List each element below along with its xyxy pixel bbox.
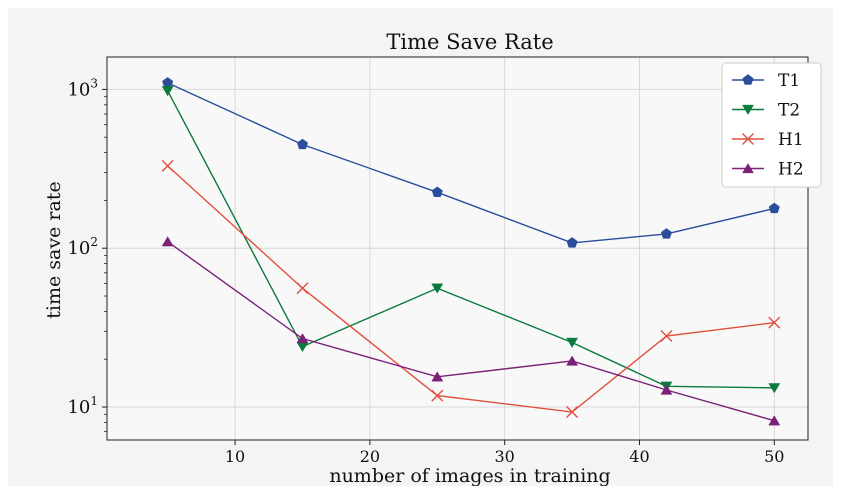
data-point-h1 — [431, 389, 444, 402]
data-point-t1 — [566, 237, 578, 248]
data-point-h2 — [296, 333, 309, 344]
x-tick-label: 20 — [360, 447, 380, 466]
data-point-t1 — [431, 186, 443, 197]
data-point-t2 — [431, 283, 444, 294]
ticks: 10 20 30 40 50 101 102 103 — [67, 76, 784, 466]
legend-label: H2 — [778, 160, 804, 180]
series-line-h2 — [167, 241, 775, 422]
data-point-t2 — [768, 383, 781, 394]
y-tick-label: 102 — [67, 235, 98, 259]
legend-marker — [742, 104, 754, 115]
chart-title: Time Save Rate — [386, 30, 553, 54]
series-line-t2 — [167, 90, 775, 389]
series-t1 — [162, 77, 780, 248]
data-point-h2 — [431, 371, 444, 382]
legend-item-t2: T2 — [732, 101, 800, 121]
series-h1 — [161, 159, 781, 419]
data-point-h2 — [161, 236, 174, 247]
legend-item-h1: H1 — [732, 130, 804, 150]
data-point-h2 — [768, 415, 781, 426]
legend-label: T2 — [778, 101, 800, 121]
legend-label: H1 — [778, 130, 804, 150]
data-point-t2 — [566, 337, 579, 348]
legend-box — [721, 62, 822, 188]
x-axis-label: number of images in training — [329, 465, 610, 486]
y-tick-label: 101 — [67, 394, 98, 418]
legend: T1 T2 H1 H2 — [721, 62, 822, 188]
series-line-h1 — [167, 165, 775, 413]
data-point-t1 — [660, 228, 672, 239]
data-point-h1 — [161, 159, 174, 172]
data-point-t1 — [768, 202, 780, 214]
x-tick-label: 10 — [225, 447, 245, 466]
data-point-h1 — [660, 330, 673, 343]
data-point-t1 — [296, 138, 308, 150]
legend-marker — [742, 74, 754, 85]
series-h2 — [161, 236, 781, 426]
y-axis-label: time save rate — [43, 181, 65, 318]
series-t2 — [161, 86, 781, 394]
data-point-h1 — [768, 316, 781, 329]
data-point-h2 — [660, 384, 673, 395]
data-point-t2 — [161, 86, 174, 97]
data-point-h1 — [296, 282, 309, 295]
legend-marker — [742, 163, 754, 174]
data-point-h1 — [566, 406, 579, 419]
y-tick-label: 103 — [67, 76, 98, 100]
data-point-h2 — [566, 355, 579, 366]
x-tick-label: 30 — [495, 447, 515, 466]
legend-item-t1: T1 — [732, 71, 800, 91]
grid — [107, 57, 808, 440]
series-layer — [161, 77, 781, 426]
x-tick-label: 50 — [764, 447, 784, 466]
legend-marker — [742, 133, 754, 145]
legend-item-h2: H2 — [732, 160, 804, 180]
legend-label: T1 — [778, 71, 800, 91]
x-tick-label: 40 — [629, 447, 649, 466]
series-line-t1 — [167, 82, 775, 244]
